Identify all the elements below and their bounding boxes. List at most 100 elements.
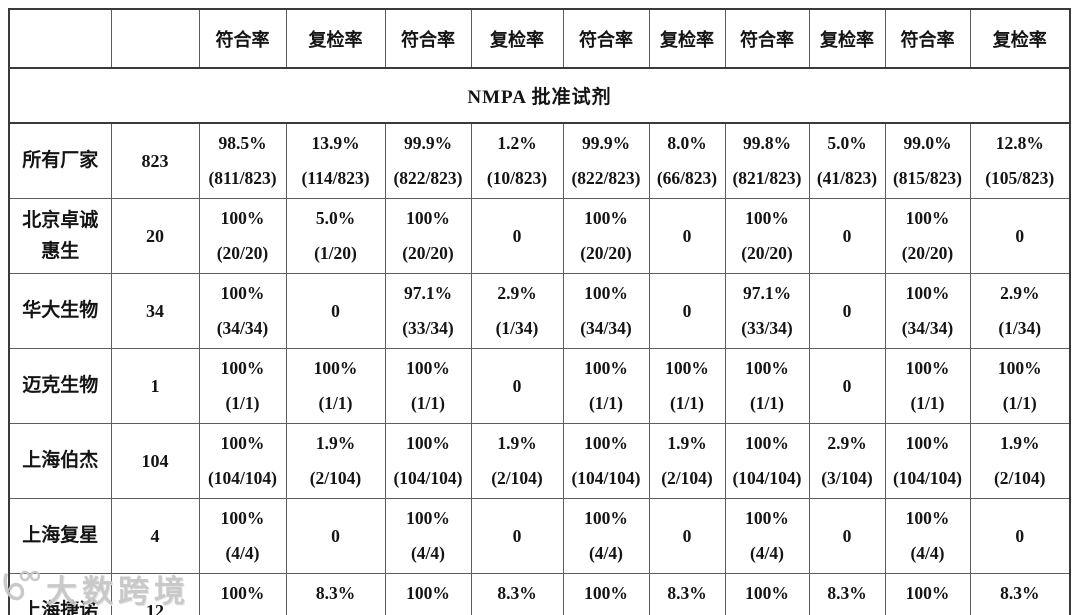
rate-fraction: (1/12) [975, 611, 1066, 615]
rate-cell: 100% (1/1) [969, 348, 1071, 424]
rate-percent: 100% [406, 433, 450, 453]
rate-cell: 100% (20/20) [562, 198, 650, 274]
section-title-row: NMPA 批准试剂 [8, 67, 1071, 124]
sample-count: 823 [110, 122, 200, 199]
manufacturer-name: 上海捷诺 [8, 573, 112, 615]
rate-fraction: (1/12) [476, 611, 559, 615]
rate-fraction: (1/1) [1002, 393, 1037, 413]
rate-percent: 100% [584, 358, 628, 378]
rate-cell: 100% (34/34) [198, 273, 287, 349]
rate-percent: 100% [905, 508, 950, 528]
rate-cell: 100% (1/1) [562, 348, 650, 424]
manufacturer-name: 迈克生物 [8, 348, 112, 424]
rate-cell: 2.9% (1/34) [470, 273, 564, 349]
rate-percent: 100% [745, 583, 789, 603]
rate-percent: 0 [682, 300, 692, 321]
rate-cell: 0 [969, 498, 1071, 574]
rate-cell: 0 [470, 348, 564, 424]
rate-percent: 0 [1015, 225, 1025, 246]
rate-fraction: (12/12) [730, 611, 805, 615]
rate-cell: 100% (4/4) [384, 498, 472, 574]
rate-fraction: (104/104) [892, 468, 963, 488]
rate-fraction: (822/823) [571, 168, 641, 188]
rate-percent: 100% [406, 508, 450, 528]
rate-percent: 100% [220, 208, 265, 228]
rate-cell: 2.9% (1/34) [969, 273, 1071, 349]
rate-fraction: (12/12) [390, 611, 467, 615]
table-row: 上海伯杰 104 100% (104/104) 1.9% (2/104) 100% (104/… [8, 423, 1071, 499]
rate-percent: 13.9% [311, 133, 360, 153]
rate-fraction: (20/20) [402, 243, 454, 263]
rate-fraction: (20/20) [901, 243, 954, 263]
rate-percent: 0 [682, 225, 692, 246]
rate-cell: 100% (1/1) [884, 348, 971, 424]
table-row: 所有厂家 823 98.5% (811/823) 13.9% (114/823) 99.9%… [8, 122, 1071, 199]
rate-fraction: (4/4) [910, 543, 945, 563]
rate-cell: 100% (4/4) [562, 498, 650, 574]
header-cell-rate: 符合率 [884, 8, 971, 69]
rate-percent: 1.2% [497, 133, 537, 153]
rate-fraction: (1/12) [814, 611, 881, 615]
rate-cell: 100% (4/4) [884, 498, 971, 574]
rate-fraction: (815/823) [892, 168, 963, 188]
rate-percent: 0 [512, 525, 522, 546]
rate-fraction: (10/823) [486, 168, 548, 188]
rate-percent: 0 [842, 525, 852, 546]
rate-percent: 100% [745, 508, 789, 528]
rate-cell: 100% (1/1) [285, 348, 386, 424]
rate-cell: 0 [648, 198, 726, 274]
rate-fraction: (4/4) [588, 543, 624, 563]
rate-cell: 8.3% (1/12) [969, 573, 1071, 615]
rate-percent: 99.0% [903, 133, 952, 153]
rate-cell: 0 [969, 198, 1071, 274]
rate-percent: 100% [905, 358, 950, 378]
rate-percent: 100% [665, 358, 709, 378]
rate-percent: 0 [1015, 525, 1025, 546]
rate-cell: 99.8% (821/823) [724, 122, 810, 199]
rate-fraction: (4/4) [749, 543, 785, 563]
rate-fraction: (1/1) [225, 393, 260, 413]
rate-cell: 8.3% (1/12) [285, 573, 386, 615]
rate-percent: 97.1% [403, 283, 453, 303]
rate-fraction: (4/4) [225, 543, 260, 563]
rate-cell: 5.0% (1/20) [285, 198, 386, 274]
rate-percent: 100% [406, 358, 450, 378]
rate-fraction: (3/104) [821, 468, 873, 488]
rate-cell: 0 [808, 198, 886, 274]
rate-percent: 98.5% [218, 133, 267, 153]
rate-fraction: (12/12) [568, 611, 645, 615]
rate-percent: 1.9% [1000, 433, 1040, 453]
rate-percent: 97.1% [742, 283, 792, 303]
rate-percent: 2.9% [497, 283, 537, 303]
rate-percent: 1.9% [497, 433, 537, 453]
table-row: 北京卓诚惠生 20 100% (20/20) 5.0% (1/20) 100% (20/20)… [8, 198, 1071, 274]
rate-percent: 5.0% [827, 133, 867, 153]
rate-cell: 97.1% (33/34) [724, 273, 810, 349]
rate-percent: 8.3% [497, 583, 537, 603]
sample-count: 104 [110, 423, 200, 499]
rate-percent: 100% [313, 358, 358, 378]
rate-cell: 99.9% (822/823) [562, 122, 650, 199]
rate-fraction: (66/823) [656, 168, 718, 188]
rate-cell: 98.5% (811/823) [198, 122, 287, 199]
sample-count: 20 [110, 198, 200, 274]
rate-cell: 97.1% (33/34) [384, 273, 472, 349]
rate-fraction: (1/12) [291, 611, 381, 615]
rate-fraction: (34/34) [580, 318, 632, 338]
manufacturer-name: 所有厂家 [8, 122, 112, 199]
rate-percent: 100% [406, 583, 450, 603]
rate-cell: 100% (20/20) [724, 198, 810, 274]
rate-percent: 99.8% [742, 133, 792, 153]
rate-cell: 0 [808, 348, 886, 424]
rate-percent: 100% [220, 358, 265, 378]
sample-count: 12 [110, 573, 200, 615]
header-cell-empty-1 [8, 8, 112, 69]
rate-fraction: (34/34) [216, 318, 269, 338]
table-header-row: 符合率 复检率 符合率 复检率 符合率 复检率 符合率 复检率 符合率 复检率 [8, 8, 1071, 69]
rate-cell: 8.3% (1/12) [808, 573, 886, 615]
header-cell-rate: 符合率 [724, 8, 810, 69]
rate-percent: 0 [842, 225, 852, 246]
rate-cell: 99.0% (815/823) [884, 122, 971, 199]
rate-percent: 0 [331, 300, 340, 321]
rate-fraction: (2/104) [491, 468, 543, 488]
